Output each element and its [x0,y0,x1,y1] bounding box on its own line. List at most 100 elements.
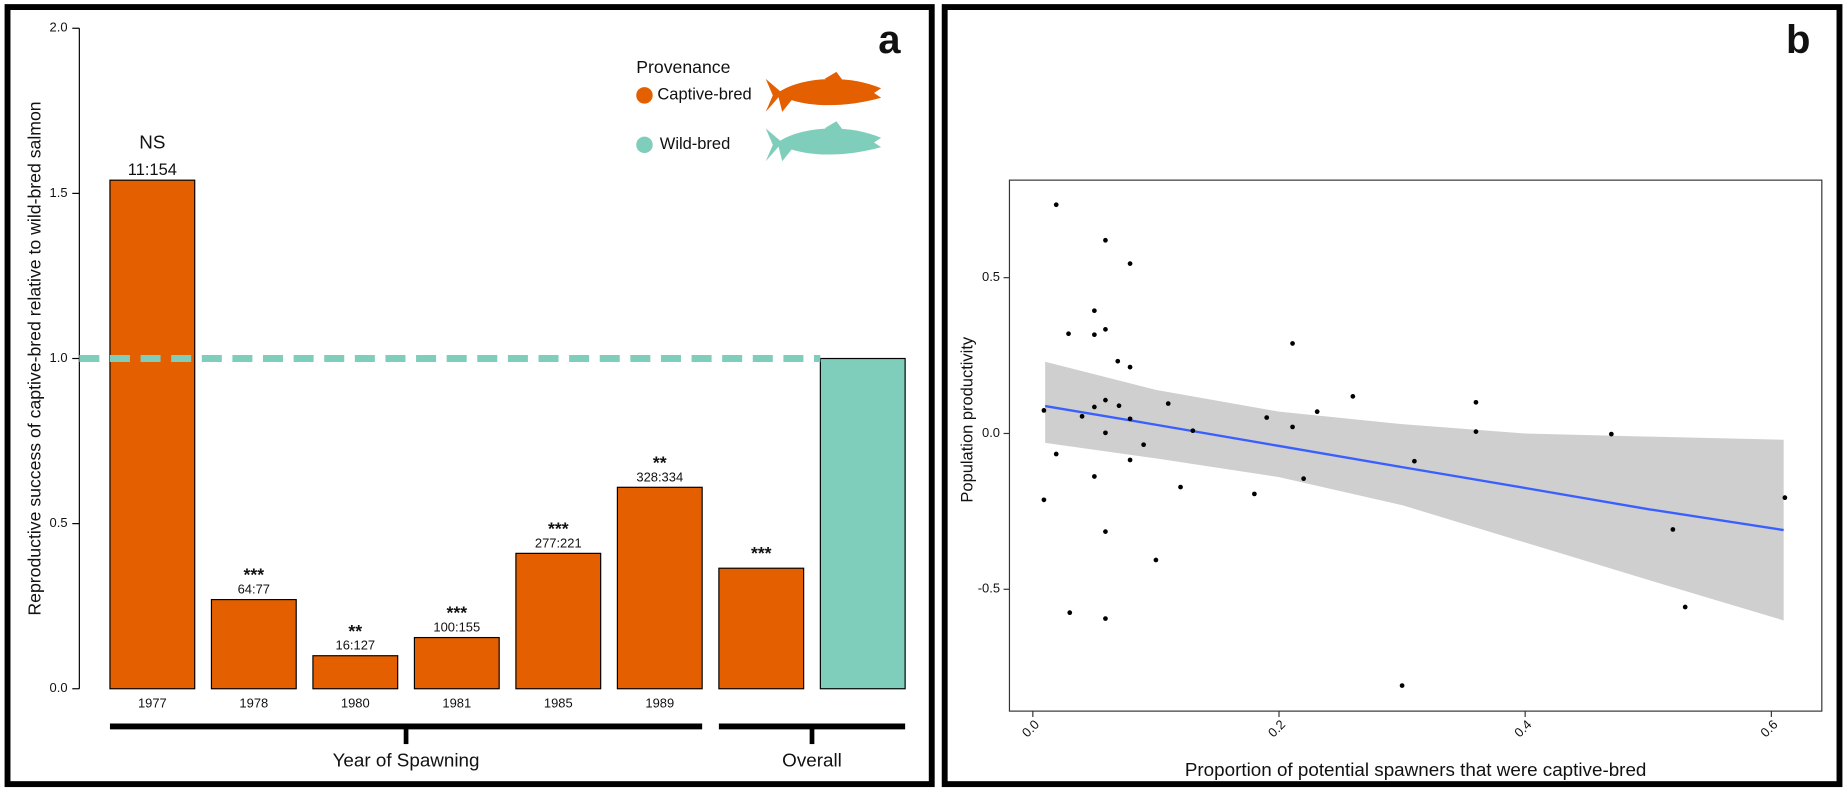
ratio-label: 16:127 [336,638,376,653]
point [1127,364,1133,370]
point [1103,327,1108,332]
point [1092,474,1097,479]
point [1116,403,1122,409]
point [1290,341,1295,346]
point [1682,604,1688,610]
point [1103,397,1108,403]
point [1092,332,1097,338]
point [1473,429,1479,434]
y-tick-label: 0.0 [50,680,68,695]
ratio-label: 100:155 [433,620,480,635]
significance-label: ** [348,621,362,641]
point [1178,484,1183,490]
x-axis-label: Proportion of potential spawners that we… [1185,759,1647,780]
bar [413,636,500,690]
panel-label: b [1786,18,1810,62]
point [1314,409,1320,415]
x-tick-label: 0.0 [1019,717,1042,740]
point [1053,451,1059,457]
y-tick-label: 2.0 [50,20,68,35]
point [1290,424,1295,430]
x-tick-label: 1977 [138,695,167,710]
x-tick-label: 1978 [239,695,268,710]
group-label: Year of Spawning [333,750,480,771]
point [1127,261,1133,267]
panel-label: a [878,18,901,62]
significance-label: *** [244,565,265,585]
bar [515,552,602,690]
legend-title: Provenance [636,57,730,77]
point [1079,413,1085,419]
legend-fish [765,121,882,162]
point [1053,202,1059,208]
x-tick-label: 1980 [341,695,370,710]
point [1782,495,1788,501]
point [1103,430,1108,436]
significance-label: ** [653,452,667,472]
bar [210,598,297,690]
y-tick-label: 1.5 [50,185,68,200]
y-axis-label: Reproductive success of captive-bred rel… [24,101,44,615]
x-tick-label: 1989 [645,695,674,710]
x-tick-label: 1985 [544,695,573,710]
significance-label: *** [751,543,772,563]
point [1264,415,1270,420]
point [1041,497,1047,503]
point [1115,358,1121,364]
bar [819,357,906,690]
ratio-label: 328:334 [636,469,683,484]
legend-label: Captive-bred [657,86,751,104]
point [1127,457,1133,463]
point [1103,616,1108,621]
point [1412,458,1417,464]
confidence-band [1045,361,1784,621]
bar [616,486,703,690]
significance-label: *** [446,603,467,623]
y-tick-label: 0.5 [50,515,68,530]
point [1153,557,1159,563]
point [1092,308,1097,314]
point [1066,331,1071,337]
point [1252,491,1257,497]
point [1141,442,1146,448]
y-axis-label: Population productivity [959,336,977,502]
bar [718,567,805,690]
y-tick-label: 1.0 [50,350,68,365]
point [1350,394,1356,399]
point [1092,404,1097,410]
point [1399,683,1405,688]
significance-label: *** [548,518,569,538]
bar [312,655,399,690]
significance-label: NS [139,132,165,153]
point [1608,431,1614,437]
fit-line [1044,404,1784,532]
group-label: Overall [782,750,842,771]
y-tick-label: -0.5 [978,581,1000,596]
point [1127,416,1133,422]
panel-b: b -0.5 0.0 0.5 0.0 0.2 0.4 0.6 Proportion of pot… [959,18,1823,780]
point [1473,399,1479,405]
plot-frame [1008,179,1823,712]
panel-a-frame [4,4,935,788]
point [1067,610,1073,616]
ratio-label: 11:154 [128,161,177,179]
panel-b-frame [941,4,1843,788]
point [1190,428,1196,434]
x-tick-label: 0.2 [1265,717,1288,740]
x-tick-label: 0.4 [1511,717,1534,740]
legend-marker [636,136,653,154]
point [1041,408,1047,413]
point [1103,529,1108,534]
point [1670,527,1676,532]
legend-label: Wild-bred [660,135,730,153]
ratio-label: 277:221 [535,535,582,550]
point [1301,476,1306,482]
x-tick-label: 1981 [442,695,471,710]
y-tick-label: 0.0 [982,425,1000,440]
panel-a: a 0.0 0.5 1.0 1.5 2.0 Reproductive success of … [24,18,906,771]
point [1103,237,1108,243]
x-tick-label: 0.6 [1757,717,1780,740]
legend-fish [765,71,882,112]
